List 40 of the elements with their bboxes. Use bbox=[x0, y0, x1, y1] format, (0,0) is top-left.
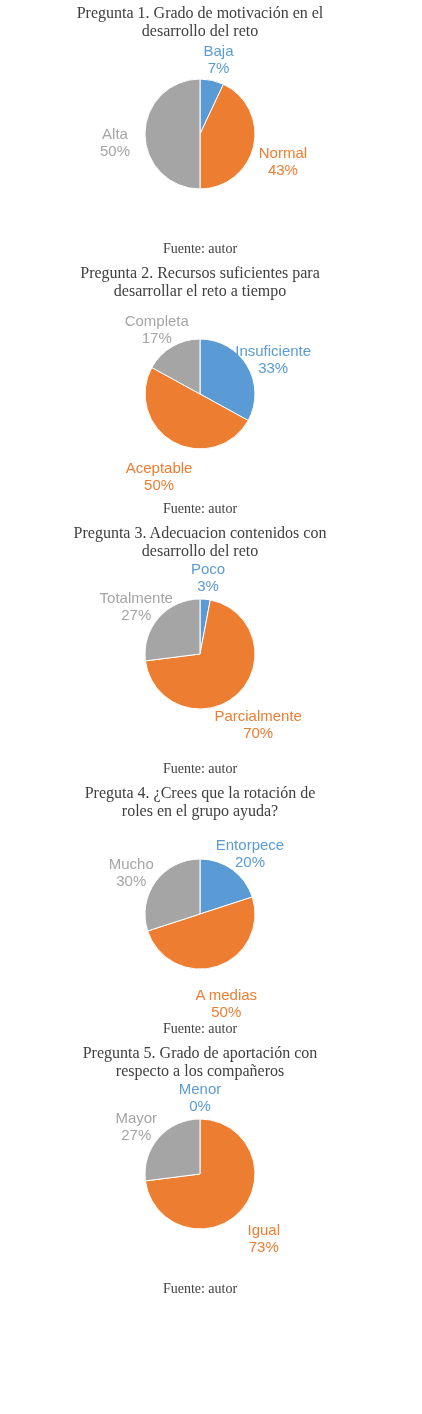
slice-label: Baja bbox=[203, 42, 235, 60]
slice-label: Mayor bbox=[115, 1108, 158, 1126]
slice-label: Parcialmente bbox=[214, 706, 302, 724]
slice-label: Completa bbox=[124, 311, 190, 329]
data-label: 17% bbox=[141, 328, 172, 346]
data-label: 33% bbox=[258, 358, 289, 376]
slice-label: A medias bbox=[195, 985, 258, 1003]
slice-label: Igual bbox=[247, 1221, 281, 1239]
source-note: Fuente: autor bbox=[162, 1021, 238, 1036]
chart-title: Pregunta 5. Grado de aportación con respecto a los compañeros bbox=[82, 1044, 318, 1080]
data-label: 27% bbox=[121, 605, 152, 623]
data-label: 50% bbox=[144, 476, 175, 494]
slice-label: Normal bbox=[258, 143, 308, 161]
source-note: Fuente: autor bbox=[162, 761, 238, 776]
text: 0% bbox=[189, 1097, 211, 1114]
slice-label: Poco bbox=[190, 560, 226, 578]
source-note: Fuente: autor bbox=[162, 501, 238, 516]
source-note: Fuente: autor bbox=[162, 241, 238, 256]
data-label: 27% bbox=[121, 1125, 152, 1143]
slice-label: Entorpece bbox=[215, 836, 285, 854]
chart-title: Pregunta 1. Grado de motivación en el desarrollo del reto bbox=[76, 4, 324, 39]
slice-label: Alta bbox=[102, 125, 129, 142]
category-label: Menor bbox=[178, 1080, 222, 1097]
slice-label: Mucho bbox=[108, 855, 154, 873]
data-label: 30% bbox=[116, 872, 147, 890]
data-label: 73% bbox=[248, 1238, 279, 1256]
data-label: 70% bbox=[243, 723, 274, 741]
data-label: 20% bbox=[234, 853, 265, 871]
data-label: 7% bbox=[207, 59, 230, 77]
chart-title: Preguta 4. ¿Crees que la rotación de roles en el grupo ayuda? bbox=[84, 784, 316, 820]
data-label: 3% bbox=[197, 577, 219, 595]
data-label: 43% bbox=[267, 160, 298, 178]
slice-label: Aceptable bbox=[125, 459, 193, 477]
slice-label: Insuficiente bbox=[235, 341, 312, 359]
data-label: 50% bbox=[211, 1002, 242, 1020]
slice-label: Totalmente bbox=[99, 588, 173, 606]
chart-title: Pregunta 2. Recursos suficientes para desarrollar el reto a tiempo bbox=[80, 264, 320, 300]
chart-title: Pregunta 3. Adecuacion contenidos con desarrollo del reto bbox=[73, 524, 327, 559]
data-label: 50% bbox=[99, 142, 131, 159]
source-note: Fuente: autor bbox=[162, 1281, 238, 1296]
